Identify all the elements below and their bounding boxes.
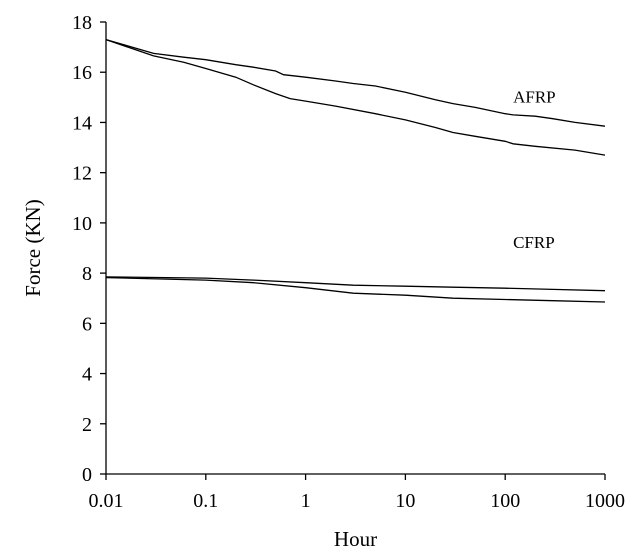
x-tick-label: 10 <box>395 490 415 512</box>
series-layer <box>105 38 606 303</box>
x-tick-label: 1000 <box>585 490 625 512</box>
y-tick-label: 12 <box>72 163 92 185</box>
y-tick-label: 16 <box>72 62 92 84</box>
y-tick-label: 6 <box>82 313 92 335</box>
y-tick-label: 14 <box>72 112 92 134</box>
x-tick-label: 0.1 <box>193 490 218 512</box>
series-line-cfrp-1 <box>105 276 606 292</box>
series-line-afrp-1 <box>105 38 606 127</box>
series-line-afrp-2 <box>105 38 606 156</box>
x-tick-label: 1 <box>301 490 311 512</box>
y-tick-label: 4 <box>82 364 92 386</box>
y-tick-label: 18 <box>72 12 92 34</box>
y-axis-title: Force (KN) <box>21 199 45 296</box>
y-tick-label: 2 <box>82 414 92 436</box>
annotation-afrp: AFRP <box>513 87 556 106</box>
axes-layer <box>105 22 605 475</box>
series-line-cfrp-2 <box>105 276 606 303</box>
x-axis-title: Hour <box>334 527 377 551</box>
annotations: AFRP CFRP <box>513 87 556 252</box>
y-tick-label: 10 <box>72 213 92 235</box>
x-tick-label: 0.01 <box>89 490 124 512</box>
y-ticks: 0 2 4 6 8 10 12 14 16 18 <box>72 12 106 486</box>
y-tick-label: 0 <box>82 464 92 486</box>
x-tick-label: 100 <box>490 490 520 512</box>
annotation-cfrp: CFRP <box>513 233 555 252</box>
y-tick-label: 8 <box>82 263 92 285</box>
x-ticks: 0.01 0.1 1 10 100 1000 <box>89 474 625 512</box>
